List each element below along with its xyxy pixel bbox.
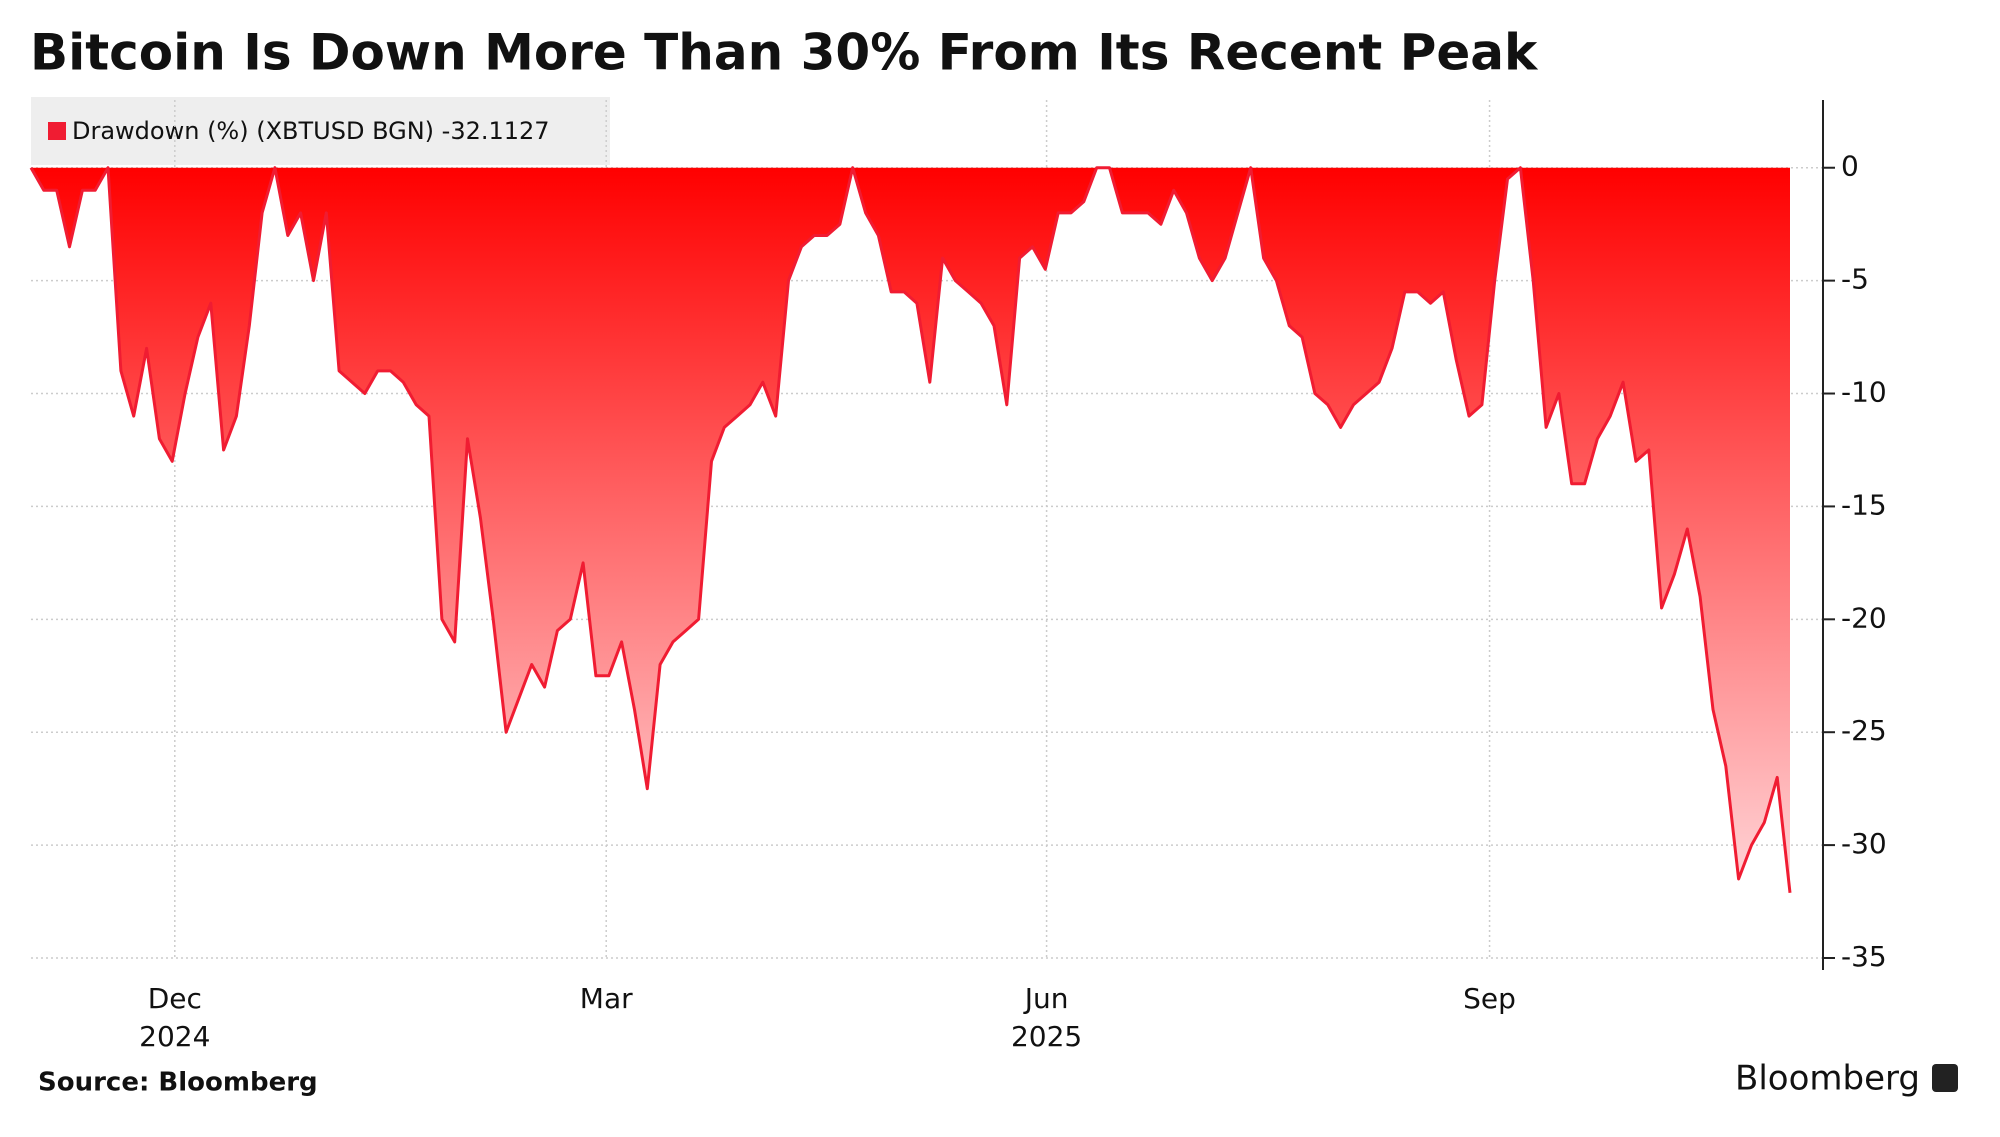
x-tick-label: Sep — [1463, 982, 1516, 1015]
x-tick-label: Dec — [148, 982, 202, 1015]
y-tick-label: -35 — [1841, 940, 1887, 973]
brand: Bloomberg — [1735, 1059, 1920, 1099]
legend-swatch — [48, 122, 66, 140]
x-tick-label: Mar — [580, 982, 633, 1015]
y-tick-label: -10 — [1841, 376, 1887, 409]
y-tick-label: -15 — [1841, 488, 1887, 521]
area — [31, 167, 1790, 893]
brand-icon — [1932, 1064, 1958, 1092]
legend: Drawdown (%) (XBTUSD BGN) -32.1127 — [72, 117, 550, 145]
y-tick-label: -25 — [1841, 714, 1887, 747]
y-tick-label: -30 — [1841, 827, 1887, 860]
x-tick-label: 2025 — [1011, 1020, 1082, 1053]
y-tick-label: 0 — [1841, 150, 1859, 183]
y-tick-label: -20 — [1841, 601, 1887, 634]
legend-box — [31, 97, 610, 165]
x-tick-label: 2024 — [139, 1020, 210, 1053]
x-tick-label: Jun — [1023, 982, 1069, 1015]
line — [29, 166, 1792, 893]
y-tick-label: -5 — [1841, 263, 1869, 296]
legend-value: -32.1127 — [442, 117, 550, 145]
source: Source: Bloomberg — [38, 1068, 318, 1098]
chart-title: Bitcoin Is Down More Than 30% From Its R… — [30, 24, 1539, 82]
legend-label: Drawdown (%) (XBTUSD BGN) — [72, 117, 434, 145]
